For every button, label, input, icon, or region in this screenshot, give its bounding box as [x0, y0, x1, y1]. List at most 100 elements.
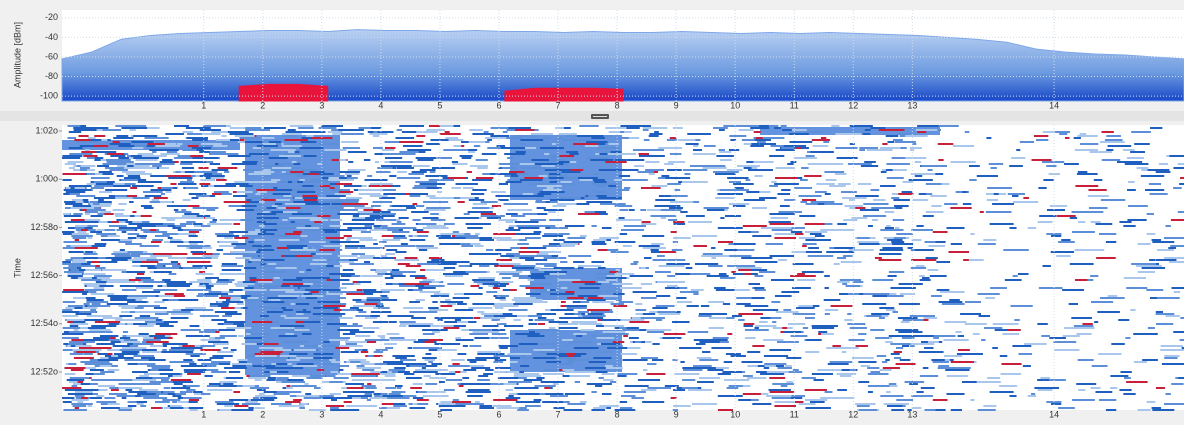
waterfall-cell: [720, 189, 736, 191]
waterfall-cell: [245, 401, 258, 403]
waterfall-cell: [934, 335, 956, 337]
waterfall-cell: [321, 125, 343, 127]
waterfall-cell: [115, 195, 127, 197]
waterfall-cell: [160, 201, 172, 203]
waterfall-cell: [1062, 289, 1084, 291]
waterfall-cell: [88, 405, 93, 407]
waterfall-cell: [776, 149, 795, 151]
waterfall-cell: [1008, 193, 1025, 195]
waterfall-cell: [817, 369, 841, 371]
waterfall-cell: [401, 243, 408, 245]
waterfall-cell: [218, 167, 238, 169]
waterfall-cell: [356, 301, 381, 303]
y-tick-label: 12:56o: [30, 270, 58, 280]
waterfall-cell: [225, 183, 248, 185]
waterfall-cell: [409, 301, 420, 303]
waterfall-cell: [98, 213, 105, 215]
waterfall-cell: [615, 327, 639, 329]
waterfall-cell: [256, 247, 271, 249]
x-tick-label: 13: [907, 409, 917, 419]
waterfall-cell: [903, 319, 928, 321]
waterfall-cell: [296, 357, 313, 359]
waterfall-cell: [318, 143, 339, 145]
waterfall-cell: [395, 357, 407, 359]
waterfall-cell: [345, 247, 359, 249]
waterfall-cell: [110, 299, 135, 301]
waterfall-cell: [534, 315, 541, 317]
waterfall-cell: [507, 353, 531, 355]
waterfall-cell: [448, 365, 469, 367]
waterfall-cell: [781, 147, 794, 149]
waterfall-cell: [802, 245, 807, 247]
waterfall-cell: [579, 125, 598, 127]
waterfall-cell: [115, 255, 141, 257]
waterfall-cell: [70, 245, 91, 247]
waterfall-cell: [477, 311, 484, 313]
waterfall-cell: [364, 261, 370, 263]
waterfall-cell: [331, 371, 338, 373]
waterfall-cell: [550, 199, 575, 201]
waterfall-cell: [880, 395, 903, 397]
waterfall-cell: [592, 183, 617, 185]
waterfall-cell: [142, 393, 151, 395]
waterfall-cell: [642, 221, 651, 223]
waterfall-cell: [235, 257, 251, 259]
waterfall-cell: [1023, 365, 1031, 367]
waterfall-cell: [221, 265, 243, 267]
waterfall-cell: [260, 305, 265, 307]
waterfall-cell: [332, 133, 341, 135]
waterfall-cell: [85, 367, 95, 369]
waterfall-cell: [215, 233, 234, 235]
waterfall-cell: [355, 315, 370, 317]
waterfall-cell: [285, 291, 308, 293]
waterfall-cell: [1147, 401, 1156, 403]
waterfall-cell: [286, 405, 300, 407]
waterfall-cell: [263, 211, 270, 213]
waterfall-cell: [137, 235, 147, 237]
waterfall-cell: [759, 321, 768, 323]
waterfall-cell: [887, 295, 892, 297]
waterfall-cell: [729, 135, 746, 137]
waterfall-cell: [580, 301, 589, 303]
waterfall-cell: [680, 347, 702, 349]
waterfall-cell: [544, 209, 564, 211]
waterfall-cell: [610, 381, 616, 383]
waterfall-cell: [1064, 327, 1086, 329]
waterfall-cell: [620, 287, 642, 289]
waterfall-cell: [71, 219, 85, 221]
waterfall-cell: [885, 211, 894, 213]
waterfall-cell: [1145, 189, 1164, 191]
waterfall-cell: [292, 161, 297, 163]
waterfall-cell: [718, 241, 733, 243]
waterfall-cell: [469, 199, 484, 201]
waterfall-cell: [413, 229, 423, 231]
waterfall-cell: [643, 369, 647, 371]
waterfall-cell: [286, 387, 293, 389]
waterfall-cell: [744, 143, 752, 145]
waterfall-cell: [474, 145, 480, 147]
waterfall-cell: [910, 147, 922, 149]
waterfall-cell: [1131, 131, 1151, 133]
waterfall-cell: [354, 263, 374, 265]
waterfall-cell: [546, 201, 550, 203]
waterfall-cell: [945, 359, 950, 361]
waterfall-cell: [161, 193, 165, 195]
waterfall-cell: [466, 223, 491, 225]
waterfall-cell: [868, 373, 889, 375]
waterfall-cell: [162, 285, 166, 287]
waterfall-cell: [940, 291, 965, 293]
waterfall-cell: [113, 345, 132, 347]
waterfall-cell: [824, 275, 830, 277]
waterfall-cell: [1043, 265, 1051, 267]
waterfall-cell: [219, 245, 236, 247]
waterfall-cell: [138, 153, 154, 155]
waterfall-cell: [564, 177, 578, 179]
waterfall-cell: [409, 403, 413, 405]
waterfall-cell: [392, 223, 406, 225]
waterfall-cell: [285, 203, 305, 205]
waterfall-cell: [667, 285, 678, 287]
waterfall-cell: [677, 301, 692, 303]
waterfall-cell: [378, 335, 385, 337]
waterfall-cell: [547, 159, 565, 161]
waterfall-cell: [62, 315, 78, 317]
